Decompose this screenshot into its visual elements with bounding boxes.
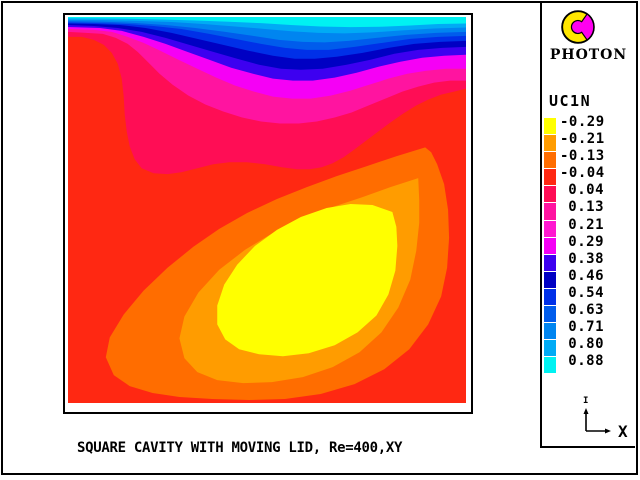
legend-color-chip	[544, 118, 556, 135]
legend-entry: -0.04	[544, 165, 605, 186]
legend-entry: 0.88	[544, 353, 604, 374]
legend-value: 0.29	[568, 233, 604, 250]
panel-divider-vertical	[540, 1, 542, 447]
x-axis-label: X	[618, 422, 628, 441]
contour-plot	[68, 17, 466, 403]
legend-entry: 0.46	[544, 267, 604, 288]
legend-value: -0.29	[560, 114, 605, 130]
legend-color-chip	[544, 135, 556, 152]
legend-entry: 0.13	[544, 199, 604, 220]
y-axis-label: I	[583, 396, 588, 406]
legend-value: 0.38	[568, 250, 604, 267]
contour-band-cyan-lid-band	[68, 17, 466, 28]
legend-entry: 0.80	[544, 336, 604, 357]
legend-color-chip	[544, 203, 556, 220]
y-axis-arrowhead-icon	[583, 408, 589, 414]
legend-value: 0.46	[568, 267, 604, 284]
photon-logo-label: PHOTON	[549, 47, 628, 63]
legend-value: 0.88	[568, 353, 604, 370]
legend-color-chip	[544, 237, 556, 254]
legend-color-chip	[544, 169, 556, 186]
legend-value: -0.04	[560, 165, 605, 182]
legend-color-chip	[544, 306, 556, 323]
legend-entry: 0.21	[544, 216, 604, 237]
legend-value: 0.71	[568, 319, 604, 336]
legend-entry: 0.63	[544, 302, 604, 323]
orientation-indicator: I X	[583, 396, 628, 441]
legend-color-chip	[544, 323, 556, 340]
legend-color-chip	[544, 340, 556, 357]
legend-color-chip	[544, 152, 556, 169]
legend-value: 0.54	[568, 284, 604, 301]
legend-entry: 0.38	[544, 250, 604, 271]
legend-color-chip	[544, 288, 556, 306]
legend-entry: -0.13	[544, 148, 605, 169]
legend-value: 0.63	[568, 302, 604, 319]
legend-color-chip	[544, 220, 556, 237]
legend-entry: 0.71	[544, 319, 604, 340]
legend-color-chip	[544, 271, 556, 288]
legend-entry: -0.29	[544, 114, 605, 135]
legend-entries: -0.29 -0.21 -0.13 -0.04 0.04 0.13 0.21 0.29 0.38…	[544, 114, 605, 374]
legend-value: 0.21	[568, 216, 604, 233]
legend-color-chip	[544, 254, 556, 271]
legend-entry: -0.21	[544, 131, 605, 152]
legend-value: -0.21	[560, 131, 605, 148]
contour-band-yellow-core	[217, 204, 398, 357]
legend-value: 0.13	[568, 199, 604, 216]
legend-value: -0.13	[560, 148, 605, 165]
legend-value: 0.04	[568, 182, 604, 199]
legend-entry: 0.04	[544, 182, 604, 203]
x-axis-arrowhead-icon	[605, 428, 611, 434]
legend-color-chip	[544, 186, 556, 203]
legend-entry: 0.29	[544, 233, 604, 254]
legend-entry: 0.54	[544, 284, 604, 306]
logo-c-shape	[561, 10, 588, 44]
plot-title: SQUARE CAVITY WITH MOVING LID, Re=400,XY	[77, 440, 403, 456]
photon-logo-icon	[561, 10, 595, 44]
legend-variable-title: UC1N	[549, 92, 592, 110]
panel-divider-horizontal	[540, 446, 635, 448]
legend-color-chip	[544, 357, 556, 374]
legend-value: 0.80	[568, 336, 604, 353]
